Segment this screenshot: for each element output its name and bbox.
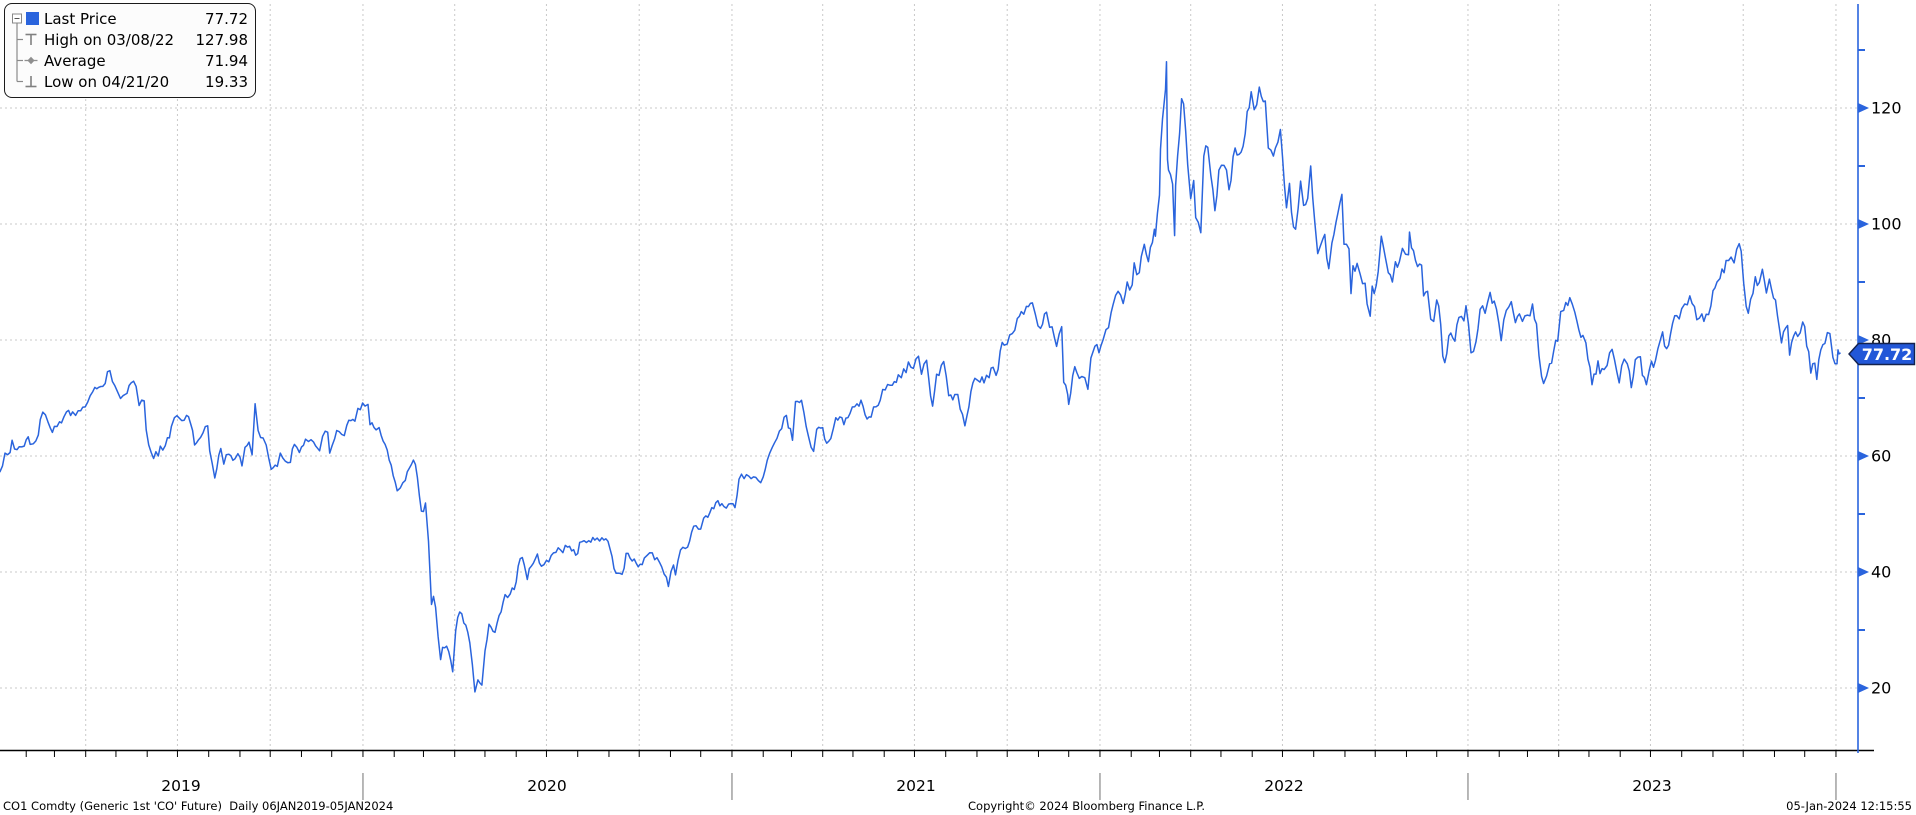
last-price-tag-value: 77.72: [1862, 345, 1913, 364]
y-tick-label: 120: [1871, 99, 1902, 118]
legend-label: Last Price: [44, 9, 117, 28]
legend-row-high[interactable]: High on 03/08/22 127.98: [10, 29, 248, 50]
high-marker-icon: [10, 29, 44, 50]
y-major-tick-arrow: [1858, 567, 1869, 577]
series-color-swatch: [26, 12, 39, 25]
y-axis-tick-labels: 120 100 80 60 40 20: [1871, 99, 1902, 698]
grid-layer: [0, 4, 1858, 750]
last-price-tag-shape: [1848, 342, 1916, 366]
low-marker-icon: [10, 71, 44, 92]
legend-value: 19.33: [205, 72, 248, 91]
y-major-tick-arrow: [1858, 451, 1869, 461]
legend-value: 127.98: [195, 30, 249, 49]
y-tick-label: 40: [1871, 563, 1891, 582]
legend-label: Low on 04/21/20: [44, 72, 170, 91]
y-major-tick-arrow: [1858, 683, 1869, 693]
legend-box: Last Price 77.72 High on 03/08/22 127.98: [4, 3, 256, 98]
axis-layer: [0, 4, 1874, 800]
y-tick-label: 100: [1871, 215, 1902, 234]
legend-label: High on 03/08/22: [44, 30, 175, 49]
year-label-2021: 2021: [896, 777, 935, 795]
legend-label: Average: [44, 51, 106, 70]
y-tick-label: 20: [1871, 679, 1891, 698]
average-diamond: [27, 56, 35, 65]
y-major-tick-arrow: [1858, 103, 1869, 113]
last-price-axis-tag: 77.72: [1848, 342, 1916, 366]
legend-value: 71.94: [205, 51, 248, 70]
last-price-swatch-icon[interactable]: [10, 8, 44, 29]
y-tick-label: 60: [1871, 447, 1891, 466]
timestamp: 05-Jan-2024 12:15:55: [1786, 799, 1912, 813]
y-major-tick-arrow: [1858, 219, 1869, 229]
copyright-text: Copyright© 2024 Bloomberg Finance L.P.: [968, 799, 1205, 813]
average-marker-icon: [10, 50, 44, 71]
year-label-2022: 2022: [1264, 777, 1303, 795]
legend-row-last-price[interactable]: Last Price 77.72: [10, 8, 248, 29]
price-line[interactable]: [0, 60, 1841, 693]
legend-row-average[interactable]: Average 71.94: [10, 50, 248, 71]
year-label-2023: 2023: [1632, 777, 1671, 795]
x-axis-year-labels: 2019 2020 2021 2022 2023: [161, 777, 1671, 795]
legend-value: 77.72: [205, 9, 248, 28]
year-label-2020: 2020: [527, 777, 566, 795]
price-line-layer[interactable]: [0, 60, 1841, 693]
year-label-2019: 2019: [161, 777, 200, 795]
security-description: CO1 Comdty (Generic 1st 'CO' Future) Dai…: [3, 799, 394, 813]
y-major-tick-arrow: [1858, 335, 1869, 345]
legend-row-low[interactable]: Low on 04/21/20 19.33: [10, 71, 248, 92]
